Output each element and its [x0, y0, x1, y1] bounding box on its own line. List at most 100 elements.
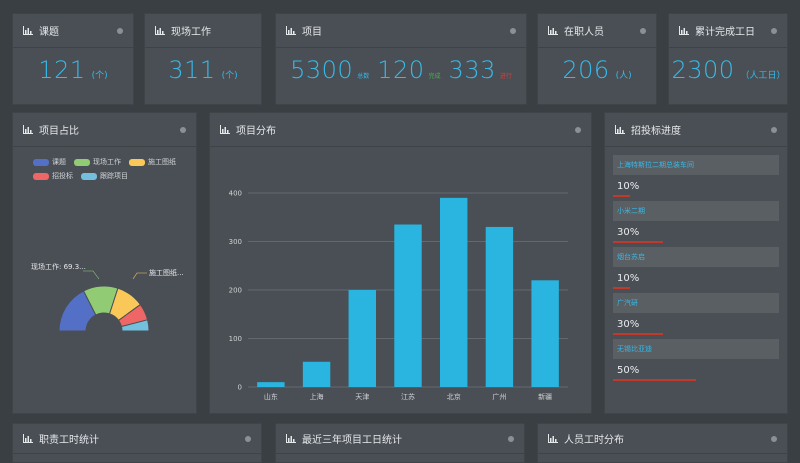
gear-icon[interactable]: [771, 27, 777, 34]
bar[interactable]: [485, 226, 514, 387]
pie-slice[interactable]: [120, 319, 150, 332]
legend-label: 跟踪项目: [100, 172, 128, 180]
y-tick-label: 300: [229, 238, 242, 246]
stat-card-workdays: 累计完成工日 2300 （人工日）: [668, 13, 788, 105]
card-title: 项目分布: [236, 126, 276, 137]
stat-unit: （人工日）: [740, 71, 786, 81]
card-title: 项目占比: [39, 126, 79, 137]
projects-done: 120: [377, 56, 425, 84]
progress-percent: 10%: [617, 273, 640, 284]
y-tick-label: 400: [229, 190, 242, 198]
gear-icon[interactable]: [508, 435, 514, 442]
pie-legend: 课题 现场工作 施工图纸 招投标 跟踪项目: [13, 147, 196, 181]
bar[interactable]: [394, 224, 422, 387]
legend-label: 施工图纸: [148, 158, 176, 166]
gear-icon[interactable]: [771, 126, 777, 133]
card-header: 人员工时分布: [538, 424, 787, 454]
x-tick-label: 北京: [447, 392, 461, 401]
legend-item[interactable]: 跟踪项目: [81, 171, 128, 181]
gear-icon[interactable]: [575, 126, 581, 133]
card-header: 项目: [276, 14, 526, 48]
progress-list: 上海特斯拉二期总装车间 10% 小米二期 30% 烟台苏启 10% 广汽研 30…: [605, 147, 787, 381]
bar-chart: 0 100 200 300 400 山东 上海 天津 江苏 北京 广州 新疆: [229, 190, 568, 401]
pie-callout-line: [132, 272, 147, 280]
stat-value: 121: [38, 56, 86, 84]
legend-swatch: [74, 158, 90, 166]
bar-chart-icon: [220, 125, 230, 134]
progress-percent: 10%: [617, 181, 640, 192]
gear-icon[interactable]: [180, 126, 186, 133]
bar[interactable]: [531, 280, 559, 387]
card-header: 课题: [13, 14, 133, 48]
gear-icon[interactable]: [245, 435, 251, 442]
x-tick-label: 上海: [310, 392, 324, 401]
progress-fill: [613, 379, 696, 381]
pie-callout-left: 现场工作: 69.3...: [31, 262, 86, 271]
pie-callout-right: 施工图纸...: [149, 268, 184, 277]
card-title: 项目: [302, 27, 322, 38]
x-tick-label: 江苏: [401, 392, 415, 401]
progress-percent: 30%: [617, 227, 640, 238]
half-donut-chart: 现场工作: 69.3... 施工图纸...: [31, 262, 184, 332]
card-header: 累计完成工日: [669, 14, 787, 48]
stat-unit: (个): [91, 71, 108, 81]
legend-label: 现场工作: [93, 158, 121, 166]
stat-value: 311: [168, 56, 216, 84]
x-tick-label: 新疆: [538, 392, 552, 401]
legend-item[interactable]: 现场工作: [74, 157, 121, 167]
card-header: 招投标进度: [605, 113, 787, 147]
legend-swatch: [81, 172, 97, 180]
bar-chart-icon: [679, 26, 689, 35]
card-header: 职责工时统计: [13, 424, 261, 454]
pie-callout-line: [83, 270, 100, 280]
bar-chart-icon: [23, 125, 33, 134]
duty-hours-panel: 职责工时统计: [12, 423, 262, 463]
stat-value: 2300: [671, 56, 735, 84]
x-tick-label: 广州: [492, 392, 506, 401]
stat-card-topics: 课题 121 (个): [12, 13, 134, 105]
bar-chart-icon: [548, 434, 558, 443]
progress-fill: [613, 195, 630, 197]
recent-workdays-panel: 最近三年项目工日统计: [275, 423, 525, 463]
card-header: 项目占比: [13, 113, 196, 147]
gear-icon[interactable]: [117, 27, 123, 34]
progress-label[interactable]: 上海特斯拉二期总装车间: [613, 155, 779, 175]
card-title: 课题: [39, 27, 59, 38]
card-title: 职责工时统计: [39, 435, 99, 446]
progress-percent: 50%: [617, 365, 640, 376]
legend-label: 课题: [52, 158, 66, 166]
bar-chart-icon: [23, 26, 33, 35]
legend-swatch: [33, 158, 49, 166]
progress-label[interactable]: 无锡比亚迪: [613, 339, 779, 359]
card-header: 最近三年项目工日统计: [276, 424, 524, 454]
bar[interactable]: [440, 197, 468, 387]
card-header: 在职人员: [538, 14, 656, 48]
progress-label[interactable]: 广汽研: [613, 293, 779, 313]
stat-unit: (人): [615, 71, 632, 81]
legend-item[interactable]: 课题: [33, 157, 66, 167]
bar-chart-icon: [286, 434, 296, 443]
bar[interactable]: [348, 290, 376, 387]
legend-item[interactable]: 招投标: [33, 171, 73, 181]
bar[interactable]: [257, 382, 285, 387]
legend-swatch: [33, 172, 49, 180]
project-distribution-panel: 项目分布 0 100 200 300 400 山东 上海 天津 江苏 北京 广州 新疆: [209, 112, 592, 414]
projects-ongoing: 333: [448, 56, 496, 84]
bar-chart-icon: [615, 125, 625, 134]
legend-item[interactable]: 施工图纸: [129, 157, 176, 167]
bar[interactable]: [302, 361, 331, 387]
card-header: 现场工作: [145, 14, 261, 48]
project-share-panel: 项目占比 课题 现场工作 施工图纸 招投标 跟踪项目 现场工作: 69.3...…: [12, 112, 197, 414]
gear-icon[interactable]: [510, 27, 516, 34]
stat-value: 206: [562, 56, 610, 84]
legend-label: 招投标: [52, 172, 73, 180]
projects-ongoing-tag: 进行: [499, 73, 512, 80]
progress-label[interactable]: 烟台苏启: [613, 247, 779, 267]
bidding-progress-panel: 招投标进度 上海特斯拉二期总装车间 10% 小米二期 30% 烟台苏启 10% …: [604, 112, 788, 414]
stat-card-staff: 在职人员 206 (人): [537, 13, 657, 105]
gear-icon[interactable]: [640, 27, 646, 34]
progress-label[interactable]: 小米二期: [613, 201, 779, 221]
gear-icon[interactable]: [771, 435, 777, 442]
progress-item: 上海特斯拉二期总装车间 10%: [613, 155, 779, 197]
stat-unit: (个): [221, 71, 238, 81]
